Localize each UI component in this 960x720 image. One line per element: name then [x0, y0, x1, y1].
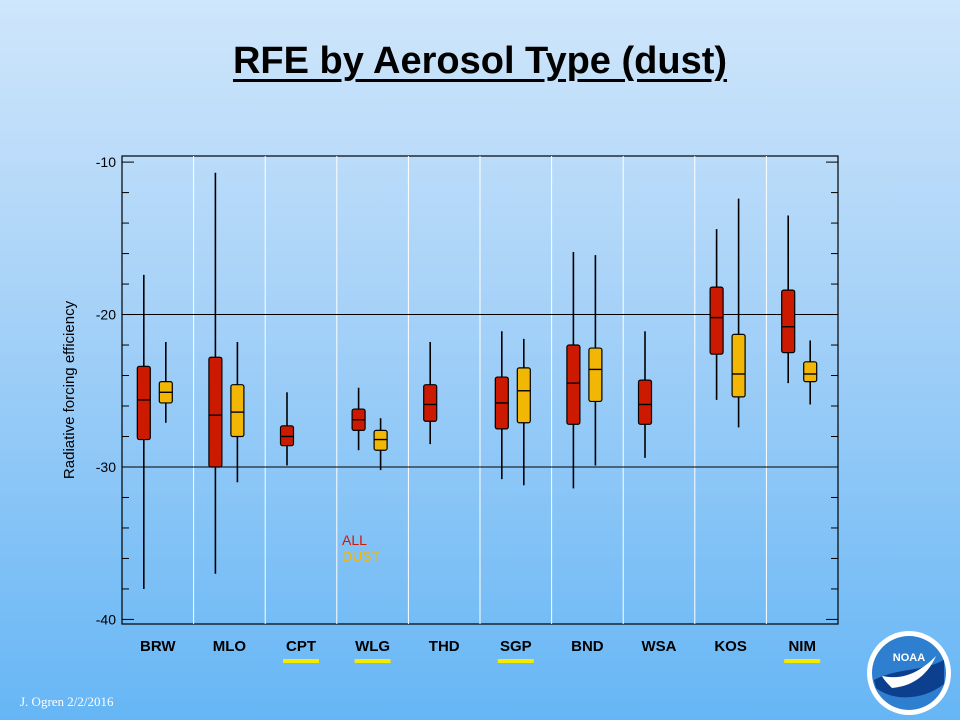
box-body	[637, 379, 653, 425]
x-tick-labels: BRW MLO CPT WLG THD SGP BND WSA KOS NIM	[140, 638, 816, 655]
box-body	[709, 286, 724, 355]
box-dust-nim	[803, 340, 818, 405]
x-tick-label: NIM	[788, 638, 816, 655]
x-tick-label: THD	[429, 638, 460, 655]
box-all-bnd	[566, 252, 581, 489]
box-dust-kos	[731, 198, 746, 428]
box-series	[136, 172, 818, 589]
box-dust-brw	[158, 341, 173, 423]
box-dust-mlo	[230, 341, 245, 483]
box-body	[208, 356, 223, 468]
box-all-brw	[136, 274, 151, 589]
box-body	[136, 365, 151, 441]
box-all-wsa	[637, 331, 653, 458]
box-body	[803, 361, 818, 383]
y-tick-label: -10	[96, 154, 116, 170]
box-body	[230, 384, 245, 438]
y-axis-label: Radiative forcing efficiency	[61, 300, 78, 479]
box-body	[373, 429, 388, 451]
y-tick-label: -40	[96, 611, 116, 627]
box-all-thd	[423, 341, 438, 445]
box-all-sgp	[494, 331, 509, 480]
category-highlights	[283, 659, 821, 663]
box-body	[423, 384, 438, 422]
axis-ticks	[122, 161, 838, 620]
box-all-wlg	[351, 387, 366, 451]
x-tick-label: WSA	[642, 638, 677, 655]
slide-title: RFE by Aerosol Type (dust)	[232, 40, 728, 82]
logo-text: NOAA	[893, 652, 925, 664]
x-tick-label: BND	[571, 638, 604, 655]
box-body	[731, 333, 746, 398]
y-tick-label: -20	[96, 307, 116, 323]
box-body	[781, 289, 796, 354]
y-tick-labels: -10 -20 -30 -40	[96, 154, 116, 627]
x-tick-label: MLO	[213, 638, 247, 655]
x-tick-label: CPT	[286, 638, 316, 655]
box-all-nim	[781, 215, 796, 384]
footer-credit: J. Ogren 2/2/2016	[20, 694, 114, 709]
box-all-kos	[709, 229, 724, 400]
box-body	[566, 344, 581, 425]
legend-dust: DUST	[342, 548, 381, 564]
legend-all: ALL	[342, 532, 367, 548]
y-tick-label: -30	[96, 459, 116, 475]
box-dust-bnd	[588, 255, 603, 466]
noaa-logo: NOAA	[867, 631, 951, 715]
category-highlight-underline	[354, 659, 391, 663]
category-highlight-underline	[497, 659, 534, 663]
category-highlight-underline	[784, 659, 821, 663]
x-tick-label: BRW	[140, 638, 176, 655]
box-dust-wlg	[373, 418, 388, 471]
x-tick-label: WLG	[355, 638, 390, 655]
category-highlight-underline	[283, 659, 319, 663]
x-tick-label: KOS	[714, 638, 747, 655]
box-body	[588, 347, 603, 403]
x-tick-label: SGP	[500, 638, 532, 655]
box-body	[516, 367, 531, 424]
box-all-cpt	[279, 392, 295, 466]
vertical-gridlines	[193, 156, 767, 624]
box-dust-sgp	[516, 338, 531, 486]
box-body	[279, 425, 295, 447]
box-all-mlo	[208, 172, 223, 574]
